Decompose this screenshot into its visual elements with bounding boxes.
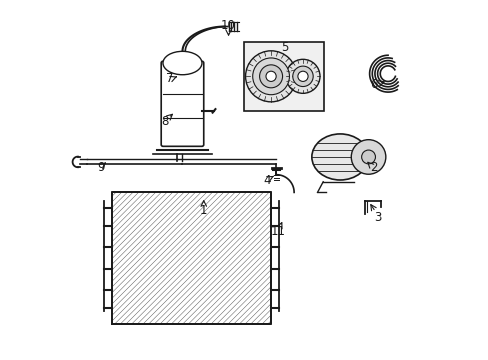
Polygon shape (111, 192, 270, 324)
Text: 10: 10 (221, 19, 236, 32)
Text: 1: 1 (200, 204, 207, 217)
Text: 5: 5 (281, 41, 288, 54)
Text: 7: 7 (166, 72, 173, 85)
Circle shape (297, 71, 307, 81)
Circle shape (350, 140, 385, 174)
Circle shape (361, 150, 375, 164)
Text: 8: 8 (161, 115, 168, 128)
Bar (244, 42, 324, 111)
Circle shape (265, 71, 276, 81)
Circle shape (285, 59, 319, 93)
Circle shape (245, 51, 296, 102)
Text: 11: 11 (270, 225, 285, 238)
Text: 4: 4 (263, 174, 271, 186)
FancyBboxPatch shape (161, 61, 203, 146)
Text: 6: 6 (369, 78, 377, 91)
Text: 3: 3 (373, 211, 380, 224)
Ellipse shape (163, 51, 202, 75)
Text: 2: 2 (369, 161, 377, 174)
Circle shape (259, 65, 282, 88)
Text: 9: 9 (97, 161, 104, 174)
Ellipse shape (311, 134, 368, 180)
Circle shape (292, 66, 312, 86)
Polygon shape (111, 192, 270, 324)
Circle shape (252, 58, 289, 95)
